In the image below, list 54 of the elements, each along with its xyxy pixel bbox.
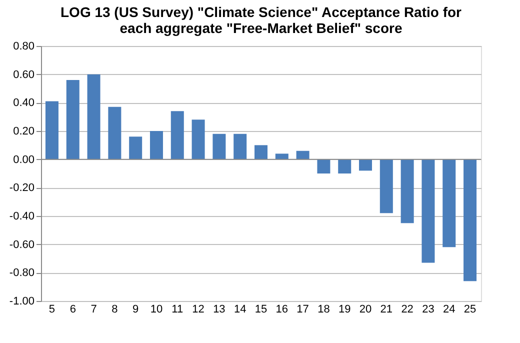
- x-tick-label: 22: [401, 304, 414, 316]
- y-tick-label: 0.40: [13, 97, 34, 110]
- y-tick-label: -0.60: [9, 238, 34, 251]
- x-tick-label: 16: [276, 304, 288, 316]
- text: LOG 13 (US Survey) "Climate Science" Acceptance Ratio for: [60, 4, 462, 20]
- bar: [170, 111, 184, 160]
- x-tick-label: 19: [338, 304, 351, 316]
- x-tick-label: 15: [254, 304, 268, 316]
- y-tick-label: 0.80: [13, 40, 34, 52]
- x-tick-label: 7: [90, 304, 97, 316]
- bar: [234, 134, 247, 160]
- y-tick-label: 0.20: [13, 126, 34, 138]
- text: each aggregate "Free-Market Belief" score: [120, 20, 402, 36]
- x-tick-label: 21: [380, 304, 393, 316]
- bar: [192, 120, 205, 160]
- x-tick-label: 13: [213, 304, 226, 316]
- x-tick-label: 11: [172, 304, 184, 316]
- x-tick-label: 20: [359, 304, 372, 316]
- x-tick-label: 14: [234, 304, 246, 316]
- x-tick-label: 6: [70, 304, 76, 316]
- bar: [212, 134, 226, 160]
- y-tick-label: -0.40: [9, 210, 34, 222]
- bar: [359, 159, 372, 171]
- bar: [338, 159, 352, 174]
- x-tick-label: 10: [150, 304, 163, 316]
- bar: [150, 131, 163, 160]
- y-tick-label: -0.80: [9, 267, 34, 280]
- bar: [108, 106, 122, 160]
- y-tick-label: -1.00: [9, 296, 34, 308]
- x-tick-label: 5: [48, 304, 56, 316]
- bar: [254, 145, 268, 160]
- y-tick-label: 0.60: [13, 68, 34, 81]
- bar: [442, 159, 456, 248]
- y-tick-label: 0.00: [13, 154, 34, 166]
- x-tick-label: 9: [132, 304, 139, 316]
- bar: [400, 159, 414, 224]
- bar: [464, 159, 477, 282]
- x-tick-label: 18: [318, 304, 330, 316]
- bar: [66, 80, 80, 160]
- bar: [296, 150, 310, 160]
- bar: [380, 159, 393, 214]
- bar: [87, 74, 100, 160]
- bar: [317, 159, 330, 174]
- x-tick-label: 25: [464, 304, 476, 316]
- bar: [129, 136, 142, 160]
- y-tick-label: -0.20: [9, 182, 34, 194]
- x-tick-label: 23: [422, 304, 434, 316]
- x-tick-label: 17: [296, 304, 309, 316]
- bar: [422, 159, 435, 263]
- bar: [45, 101, 58, 160]
- x-tick-label: 12: [192, 304, 204, 316]
- bar: [275, 154, 288, 160]
- x-tick-label: 8: [112, 304, 118, 316]
- x-tick-label: 24: [443, 304, 456, 316]
